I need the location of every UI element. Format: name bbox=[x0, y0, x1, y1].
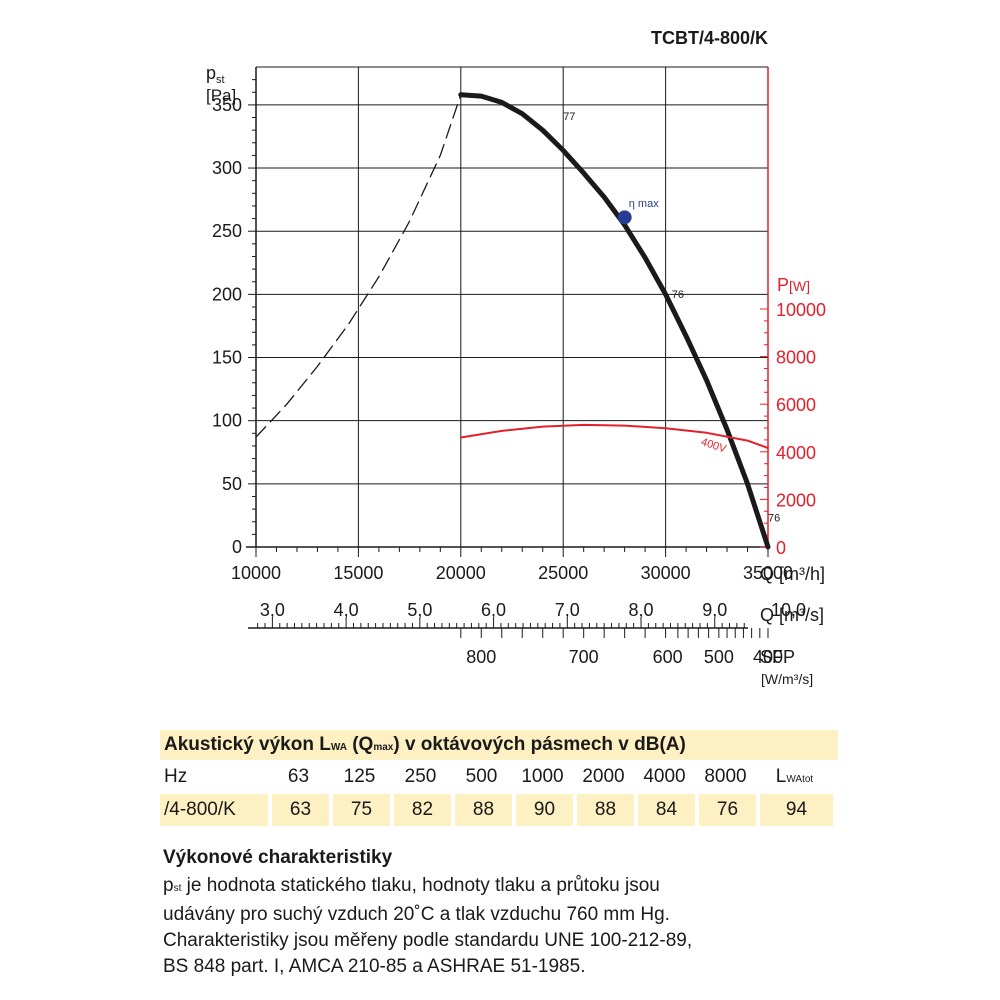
y-left-tick-label: 0 bbox=[232, 537, 242, 557]
y-right-label: P[W] bbox=[777, 275, 810, 295]
sfp-tick-label: 600 bbox=[653, 647, 683, 667]
octave-band-value: 88 bbox=[573, 793, 634, 826]
x2-axis-tick-label: 5,0 bbox=[407, 600, 432, 620]
chart-annotation: 77 bbox=[563, 111, 575, 123]
octave-band-value: 88 bbox=[451, 793, 512, 826]
y-left-tick-label: 350 bbox=[212, 95, 242, 115]
octave-band-value: 90 bbox=[512, 793, 573, 826]
y-left-tick-label: 150 bbox=[212, 348, 242, 368]
x-axis-tick-label: 35000 bbox=[743, 563, 793, 583]
grid bbox=[256, 67, 769, 547]
performance-notes: Výkonové charakteristiky pst je hodnota … bbox=[163, 847, 843, 980]
chart-annotation: η max bbox=[629, 198, 659, 210]
chart-annotation: 400V bbox=[699, 436, 728, 456]
octave-band-header: 250 bbox=[404, 765, 437, 787]
x-axis-tick-label: 15000 bbox=[333, 563, 383, 583]
acoustic-table-title: Akustický výkon LWA (Qmax) v oktávových … bbox=[160, 730, 838, 760]
total-value: 94 bbox=[756, 793, 833, 826]
octave-band-value: 84 bbox=[634, 793, 695, 826]
hz-label: Hz bbox=[164, 765, 188, 787]
x2-axis-tick-label: 8,0 bbox=[629, 600, 654, 620]
total-header: LWAtot bbox=[775, 765, 814, 787]
acoustic-power-table: Akustický výkon LWA (Qmax) v oktávových … bbox=[160, 730, 838, 826]
y-right-tick-label: 2000 bbox=[776, 490, 816, 510]
eta-max-marker bbox=[617, 210, 632, 225]
y-right-tick-label: 10000 bbox=[776, 300, 826, 320]
octave-band-header: 2000 bbox=[582, 765, 625, 787]
fan-performance-chart: TCBT/4-800/K 0 50 100 150 200 250 300 350 0 2000 4… bbox=[206, 28, 826, 687]
x2-axis-tick-label: 6,0 bbox=[481, 600, 506, 620]
annotations: 77 η max 76 400V 76 bbox=[563, 111, 780, 525]
octave-band-header: 8000 bbox=[704, 765, 747, 787]
sfp-tick-label: 400 bbox=[753, 647, 783, 667]
chart-annotation: 76 bbox=[768, 513, 780, 525]
x2-axis-tick-label: 7,0 bbox=[555, 600, 580, 620]
model-row-label: /4-800/K bbox=[160, 793, 268, 826]
y-left-tick-label: 200 bbox=[212, 284, 242, 304]
x-axis-tick-label: 30000 bbox=[641, 563, 691, 583]
y-right-tick-label: 0 bbox=[776, 538, 786, 558]
y-left-unit: [Pa] bbox=[206, 86, 236, 105]
x-axis-tick-label: 10000 bbox=[231, 563, 281, 583]
y-left-tick-label: 250 bbox=[212, 221, 242, 241]
x2-axis-tick-label: 10,0 bbox=[771, 600, 806, 620]
x-axis-tick-label: 25000 bbox=[538, 563, 588, 583]
performance-title: Výkonové charakteristiky bbox=[163, 847, 393, 868]
series bbox=[255, 92, 771, 550]
series-pressure-unstable-line bbox=[255, 94, 462, 438]
octave-band-value: 82 bbox=[390, 793, 451, 826]
y-left-tick-label: 100 bbox=[212, 411, 242, 431]
performance-line-3: Charakteristiky jsou měřeny podle standa… bbox=[163, 930, 693, 951]
series-pressure-line bbox=[458, 92, 771, 550]
chart-annotation: 76 bbox=[672, 289, 684, 301]
performance-line-2: udávány pro suchý vzduch 20˚C a tlak vzd… bbox=[163, 904, 670, 925]
sfp-tick-label: 800 bbox=[466, 647, 496, 667]
octave-band-header: 63 bbox=[287, 765, 310, 787]
x2-axis-tick-label: 9,0 bbox=[702, 600, 727, 620]
y-left-tick-label: 50 bbox=[222, 474, 242, 494]
y-right-tick-label: 6000 bbox=[776, 395, 816, 415]
y-right-tick-label: 4000 bbox=[776, 443, 816, 463]
performance-line-4: BS 848 part. I, AMCA 210-85 a ASHRAE 51-… bbox=[163, 956, 586, 977]
sfp-tick-label: 700 bbox=[569, 647, 599, 667]
x-axis-label: Q [m³/h] bbox=[760, 564, 825, 584]
sfp-axis-unit: [W/m³/s] bbox=[761, 671, 813, 687]
octave-band-value: 63 bbox=[268, 793, 329, 826]
octave-band-header: 125 bbox=[343, 765, 376, 787]
x-axis-tick-label: 20000 bbox=[436, 563, 486, 583]
octave-band-header: 1000 bbox=[521, 765, 564, 787]
acoustic-values-row: /4-800/K 63 75 82 88 90 88 84 76 94 bbox=[160, 793, 838, 826]
x2-axis-tick-label: 3,0 bbox=[260, 600, 285, 620]
y-right-tick-label: 8000 bbox=[776, 348, 816, 368]
sfp-axis-label: SFP bbox=[760, 647, 795, 667]
performance-line-1: pst je hodnota statického tlaku, hodnoty… bbox=[163, 875, 660, 896]
octave-band-header: 4000 bbox=[643, 765, 686, 787]
acoustic-header-row: Hz 63 125 250 500 1000 2000 4000 8000 LWAtot bbox=[160, 760, 838, 793]
octave-band-value: 75 bbox=[329, 793, 390, 826]
octave-band-value: 76 bbox=[695, 793, 756, 826]
y-left-label: pst bbox=[206, 63, 225, 86]
x2-axis-tick-label: 4,0 bbox=[334, 600, 359, 620]
y-left-tick-label: 300 bbox=[212, 158, 242, 178]
x2-axis-label: Q [m³/s] bbox=[760, 605, 824, 625]
octave-band-header: 500 bbox=[465, 765, 498, 787]
series-power-line bbox=[459, 423, 769, 449]
sfp-tick-label: 500 bbox=[704, 647, 734, 667]
model-title: TCBT/4-800/K bbox=[651, 28, 768, 48]
plot-frame bbox=[246, 66, 769, 548]
axes: 0 50 100 150 200 250 300 350 0 2000 4000 6000 8000 10… bbox=[212, 79, 826, 667]
